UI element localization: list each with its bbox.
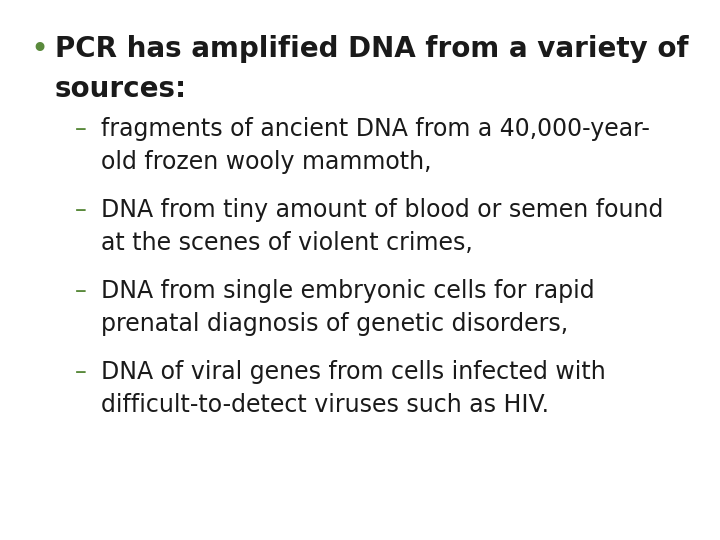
Text: difficult-to-detect viruses such as HIV.: difficult-to-detect viruses such as HIV. (101, 393, 549, 417)
Text: DNA of viral genes from cells infected with: DNA of viral genes from cells infected w… (101, 360, 606, 384)
Text: prenatal diagnosis of genetic disorders,: prenatal diagnosis of genetic disorders, (101, 312, 568, 336)
Text: sources:: sources: (55, 75, 187, 103)
Text: at the scenes of violent crimes,: at the scenes of violent crimes, (101, 231, 473, 255)
Text: DNA from single embryonic cells for rapid: DNA from single embryonic cells for rapi… (101, 279, 595, 303)
Text: –: – (75, 360, 94, 384)
Text: –: – (75, 198, 94, 222)
Text: old frozen wooly mammoth,: old frozen wooly mammoth, (101, 150, 431, 174)
Text: •: • (30, 35, 48, 64)
Text: DNA from tiny amount of blood or semen found: DNA from tiny amount of blood or semen f… (101, 198, 663, 222)
Text: –: – (75, 117, 94, 141)
Text: PCR has amplified DNA from a variety of: PCR has amplified DNA from a variety of (55, 35, 688, 63)
Text: –: – (75, 279, 94, 303)
Text: fragments of ancient DNA from a 40,000-year-: fragments of ancient DNA from a 40,000-y… (101, 117, 650, 141)
